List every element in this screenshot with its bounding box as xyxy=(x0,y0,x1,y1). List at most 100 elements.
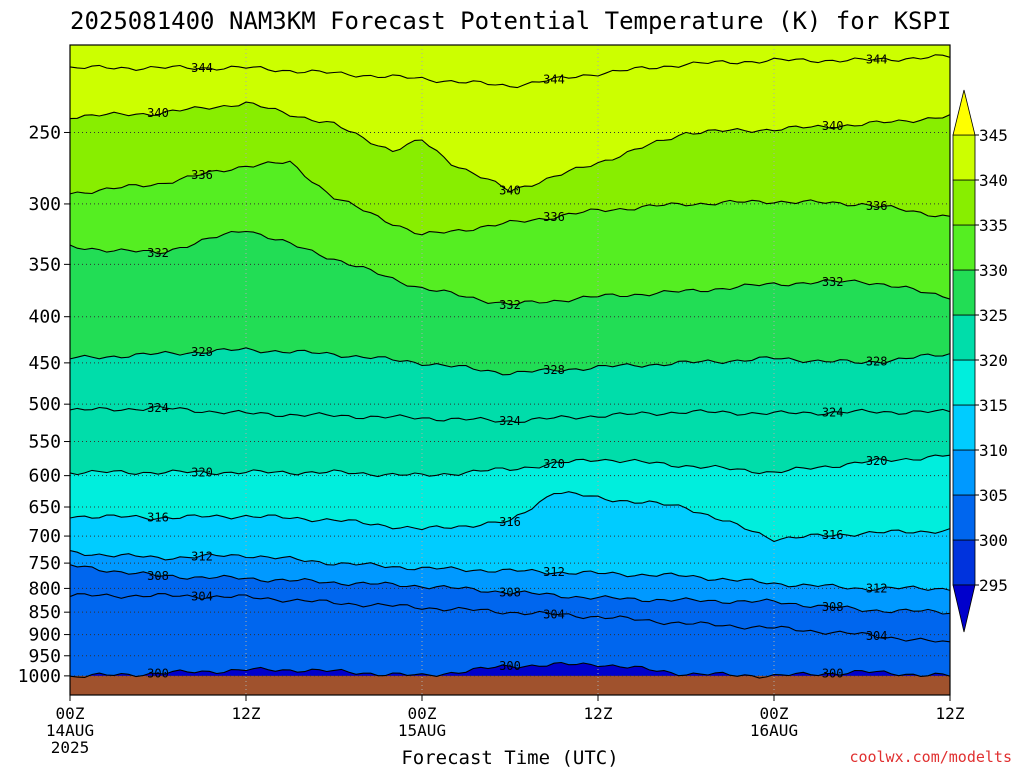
colorbar-band xyxy=(952,224,976,271)
colorbar-top-arrow xyxy=(952,89,976,136)
contour-line-316 xyxy=(70,491,950,543)
colorbar-label: 300 xyxy=(979,531,1008,550)
y-tick-label: 600 xyxy=(28,466,61,487)
contour-label-304: 304 xyxy=(543,607,565,621)
contour-label-300: 300 xyxy=(499,659,521,673)
colorbar-label: 295 xyxy=(979,576,1008,595)
contour-label-344: 344 xyxy=(543,73,565,87)
contour-lines xyxy=(70,54,950,679)
colorbar-legend: 345 340 335 330 325 320 315 310 305 300 295 xyxy=(952,89,1008,633)
contour-label-332: 332 xyxy=(499,298,521,312)
colorbar-label: 340 xyxy=(979,171,1008,190)
x-tick-date: 16AUG xyxy=(750,721,798,740)
contour-label-320: 320 xyxy=(191,465,213,479)
contour-label-320: 320 xyxy=(543,457,565,471)
colorbar-label: 310 xyxy=(979,441,1008,460)
colorbar-label: 315 xyxy=(979,396,1008,415)
contour-label-324: 324 xyxy=(499,414,521,428)
x-tick-label: 12Z xyxy=(232,704,261,723)
contour-label-312: 312 xyxy=(191,550,213,564)
fill-344 xyxy=(70,45,950,88)
contour-label-316: 316 xyxy=(822,528,844,542)
contour-label-324: 324 xyxy=(147,401,169,415)
contour-label-332: 332 xyxy=(147,246,169,260)
ground-fill xyxy=(70,675,950,695)
y-tick-label: 800 xyxy=(28,578,61,599)
y-tick-label: 550 xyxy=(28,432,61,453)
colorbar-label: 335 xyxy=(979,216,1008,235)
contour-label-300: 300 xyxy=(822,666,844,680)
x-axis-label: Forecast Time (UTC) xyxy=(401,747,618,768)
contour-line-308 xyxy=(70,564,950,615)
x-tick-date: 14AUG xyxy=(46,721,94,740)
y-tick-label: 650 xyxy=(28,497,61,518)
contour-label-332: 332 xyxy=(822,275,844,289)
x-tick-label: 00Z xyxy=(760,704,789,723)
contour-line-340 xyxy=(70,101,950,193)
contour-label-308: 308 xyxy=(499,585,521,599)
contour-label-344: 344 xyxy=(866,53,888,67)
y-tick-label: 950 xyxy=(28,646,61,667)
colorbar-band xyxy=(952,494,976,541)
grid-lines xyxy=(70,45,950,695)
contour-label-328: 328 xyxy=(543,363,565,377)
y-tick-label: 900 xyxy=(28,625,61,646)
colorbar-band xyxy=(952,269,976,316)
x-tick-label: 12Z xyxy=(584,704,613,723)
colorbar-label: 345 xyxy=(979,126,1008,145)
colorbar-bottom-arrow xyxy=(952,584,976,633)
chart-title: 2025081400 NAM3KM Forecast Potential Tem… xyxy=(70,7,951,35)
plot-area xyxy=(70,45,950,695)
colorbar-band xyxy=(952,404,976,451)
contour-label-312: 312 xyxy=(543,565,565,579)
contour-line-336 xyxy=(70,160,950,236)
contour-label-308: 308 xyxy=(822,600,844,614)
y-tick-label: 750 xyxy=(28,553,61,574)
contour-line-312 xyxy=(70,549,950,592)
colorbar-band xyxy=(952,359,976,406)
contour-label-336: 336 xyxy=(543,210,565,224)
x-tick-label: 00Z xyxy=(408,704,437,723)
y-tick-label: 300 xyxy=(28,194,61,215)
contour-line-344 xyxy=(70,54,950,89)
contour-label-328: 328 xyxy=(191,345,213,359)
y-tick-label: 350 xyxy=(28,254,61,275)
colorbar-label: 330 xyxy=(979,261,1008,280)
contour-label-340: 340 xyxy=(499,184,521,198)
contour-label-324: 324 xyxy=(822,405,844,419)
contour-labels: 300 300 300 304 304 304 308 308 308 312 312 312 316 3… xyxy=(147,53,888,681)
contour-label-336: 336 xyxy=(866,199,888,213)
contour-label-312: 312 xyxy=(866,581,888,595)
x-tick-label: 00Z xyxy=(56,704,85,723)
contour-label-304: 304 xyxy=(866,629,888,643)
contour-label-304: 304 xyxy=(191,589,213,603)
y-tick-label: 400 xyxy=(28,307,61,328)
y-tick-label: 1000 xyxy=(18,666,61,687)
contour-line-332 xyxy=(70,230,950,306)
plot-frame xyxy=(69,44,951,696)
colorbar-band xyxy=(952,539,976,586)
colorbar-label: 320 xyxy=(979,351,1008,370)
y-tick-label: 450 xyxy=(28,353,61,374)
colorbar-band xyxy=(952,179,976,226)
contour-line-320 xyxy=(70,454,950,478)
colorbar-label: 325 xyxy=(979,306,1008,325)
contour-line-324 xyxy=(70,405,950,423)
filled-contours xyxy=(70,45,950,695)
contour-label-336: 336 xyxy=(191,168,213,182)
x-tick-year: 2025 xyxy=(51,738,90,757)
contour-label-340: 340 xyxy=(147,106,169,120)
contour-label-300: 300 xyxy=(147,666,169,680)
contour-label-340: 340 xyxy=(822,119,844,133)
contour-line-328 xyxy=(70,347,950,376)
contour-line-304 xyxy=(70,593,950,643)
y-tick-label: 700 xyxy=(28,526,61,547)
y-tick-label: 250 xyxy=(28,122,61,143)
ground-layer xyxy=(70,675,950,695)
fill-340 xyxy=(70,45,950,192)
colorbar-band xyxy=(952,134,976,181)
x-tick-label: 12Z xyxy=(936,704,965,723)
contour-label-320: 320 xyxy=(866,454,888,468)
